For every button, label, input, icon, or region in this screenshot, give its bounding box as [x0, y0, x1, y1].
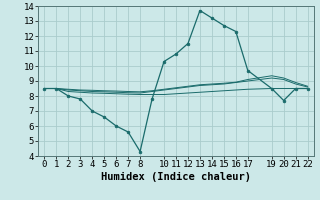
X-axis label: Humidex (Indice chaleur): Humidex (Indice chaleur) [101, 172, 251, 182]
